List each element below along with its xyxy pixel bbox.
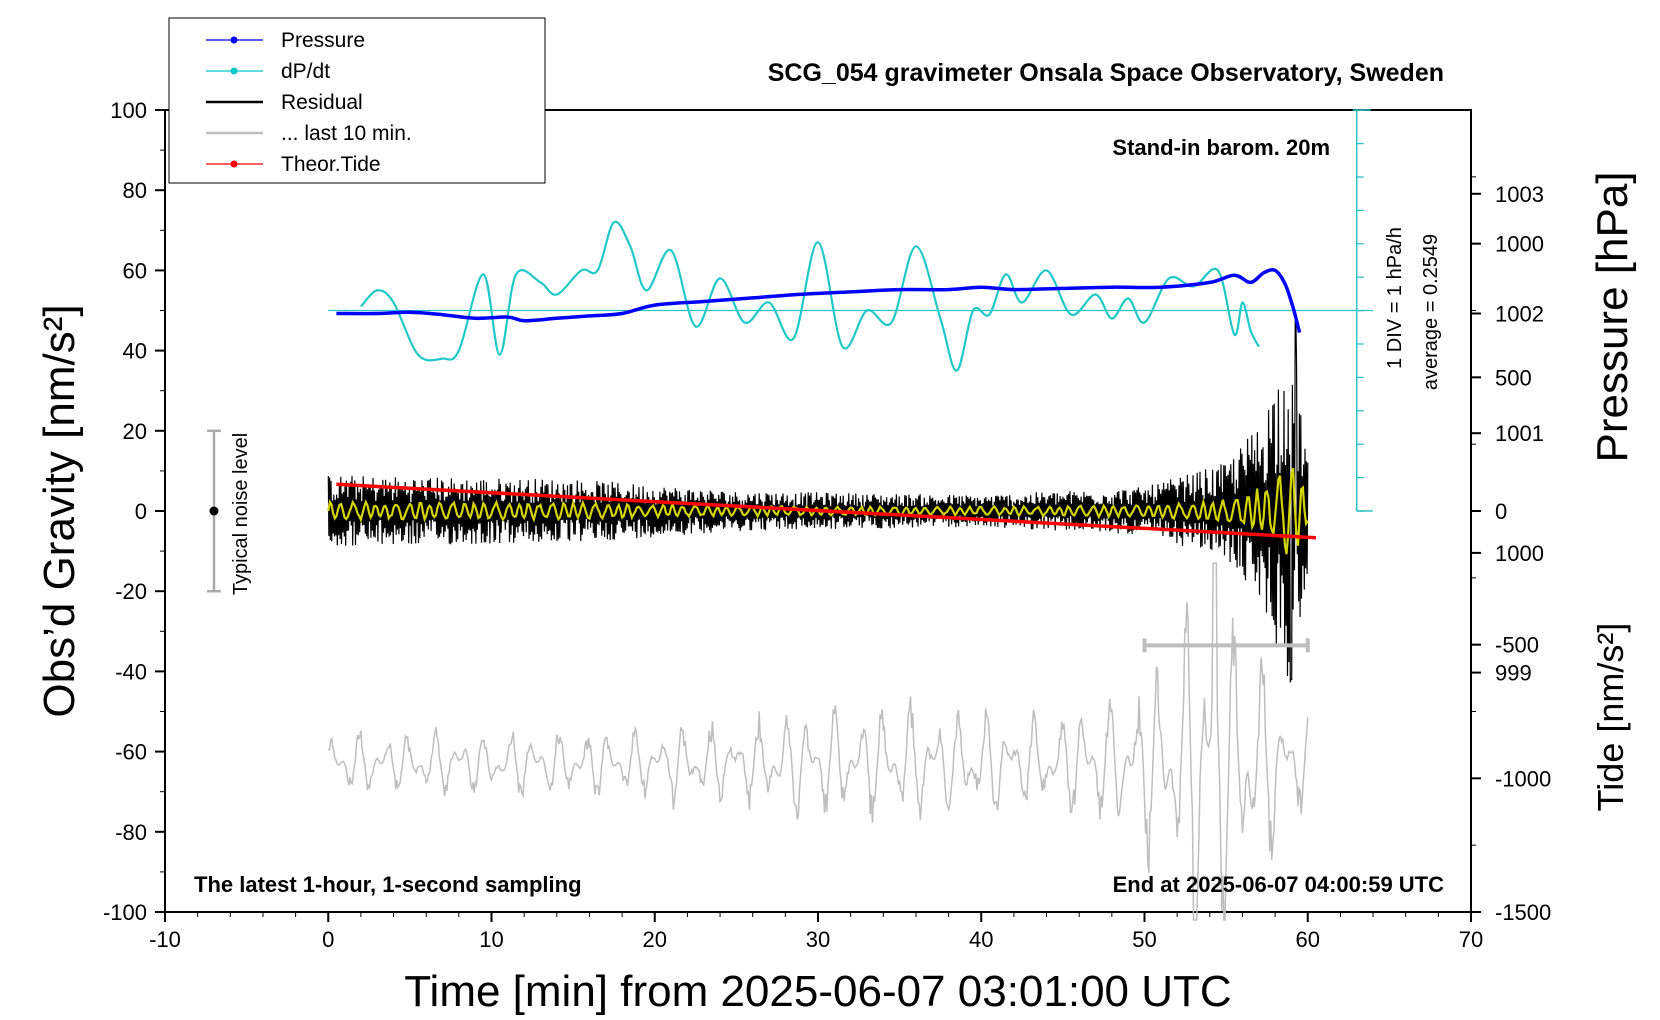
y-tick-label: 20 [123,419,147,444]
legend-label: Pressure [281,29,365,52]
x-axis-label: Time [min] from 2025-06-07 03:01:00 UTC [404,967,1231,1016]
chart-title: SCG_054 gravimeter Onsala Space Observat… [768,59,1444,87]
y-tick-label: 60 [123,258,147,283]
x-tick-label: 50 [1132,927,1156,952]
y-tick-label: 100 [110,98,147,123]
series-residual [327,317,1309,683]
y-tick-label: -80 [115,820,147,845]
tide-tick-label: 1000 [1495,232,1544,257]
legend-items: Pressure dP/dt Residual ... last 10 min. The… [206,29,412,176]
legend-swatch-marker [230,36,238,44]
axis-ticks: -10 0 10 20 30 40 50 60 70-100-80-60-40-20020406… [103,98,1551,952]
x-tick-label: -10 [149,927,181,952]
x-tick-label: 0 [322,927,334,952]
series-theor-tide [336,482,1317,540]
legend-label: ... last 10 min. [281,122,412,145]
tide-tick-label: 500 [1495,365,1532,390]
x-tick-label: 10 [479,927,503,952]
y-tick-label: 0 [135,499,147,524]
legend-swatch-marker [230,67,238,75]
pressure-tick-label: 999 [1495,661,1532,686]
x-tick-label: 20 [643,927,667,952]
series-pressure [336,267,1302,334]
legend-label: dP/dt [281,60,330,83]
tide-tick-label: -1500 [1495,900,1551,925]
barometer-note: Stand-in barom. 20m [1112,135,1330,160]
footer-left-note: The latest 1-hour, 1-second sampling [194,872,582,897]
pressure-tick-label: 1001 [1495,421,1544,446]
x-tick-label: 60 [1296,927,1320,952]
legend: Pressure dP/dt Residual ... last 10 min. The… [168,17,546,184]
y-tick-label: -20 [115,579,147,604]
y-axis-label-tide: Tide [nm/s²] [1590,623,1631,812]
y-axis-label-left: Obs’d Gravity [nm/s²] [35,304,84,717]
x-tick-label: 70 [1459,927,1483,952]
y-tick-label: -100 [103,900,147,925]
series-dpdt [360,220,1260,372]
x-tick-label: 40 [969,927,993,952]
y-tick-label: -60 [115,740,147,765]
y-tick-label: 80 [123,178,147,203]
x-tick-label: 30 [806,927,830,952]
legend-swatch-marker [230,160,238,168]
tide-tick-label: -500 [1495,633,1539,658]
series-last-10-min [327,562,1309,921]
noise-center-point [209,506,219,516]
pressure-tick-label: 1002 [1495,301,1544,326]
average-label: average = 0.2549 [1420,234,1442,390]
y-tick-label: 40 [123,339,147,364]
y-axis-label-pressure: Pressure [hPa] [1588,171,1637,462]
div-label: 1 DIV = 1 hPa/h [1384,227,1406,369]
legend-label: Theor.Tide [281,153,381,176]
noise-label: Typical noise level [230,433,252,595]
pressure-tick-label: 1003 [1495,182,1544,207]
pressure-tick-label: 1000 [1495,541,1544,566]
footer-right-note: End at 2025-06-07 04:00:59 UTC [1113,872,1444,897]
legend-box [168,17,546,184]
y-tick-label: -40 [115,659,147,684]
legend-label: Residual [281,91,363,114]
tide-tick-label: 0 [1495,499,1507,524]
tide-tick-label: -1000 [1495,766,1551,791]
series-layer [206,109,1374,921]
